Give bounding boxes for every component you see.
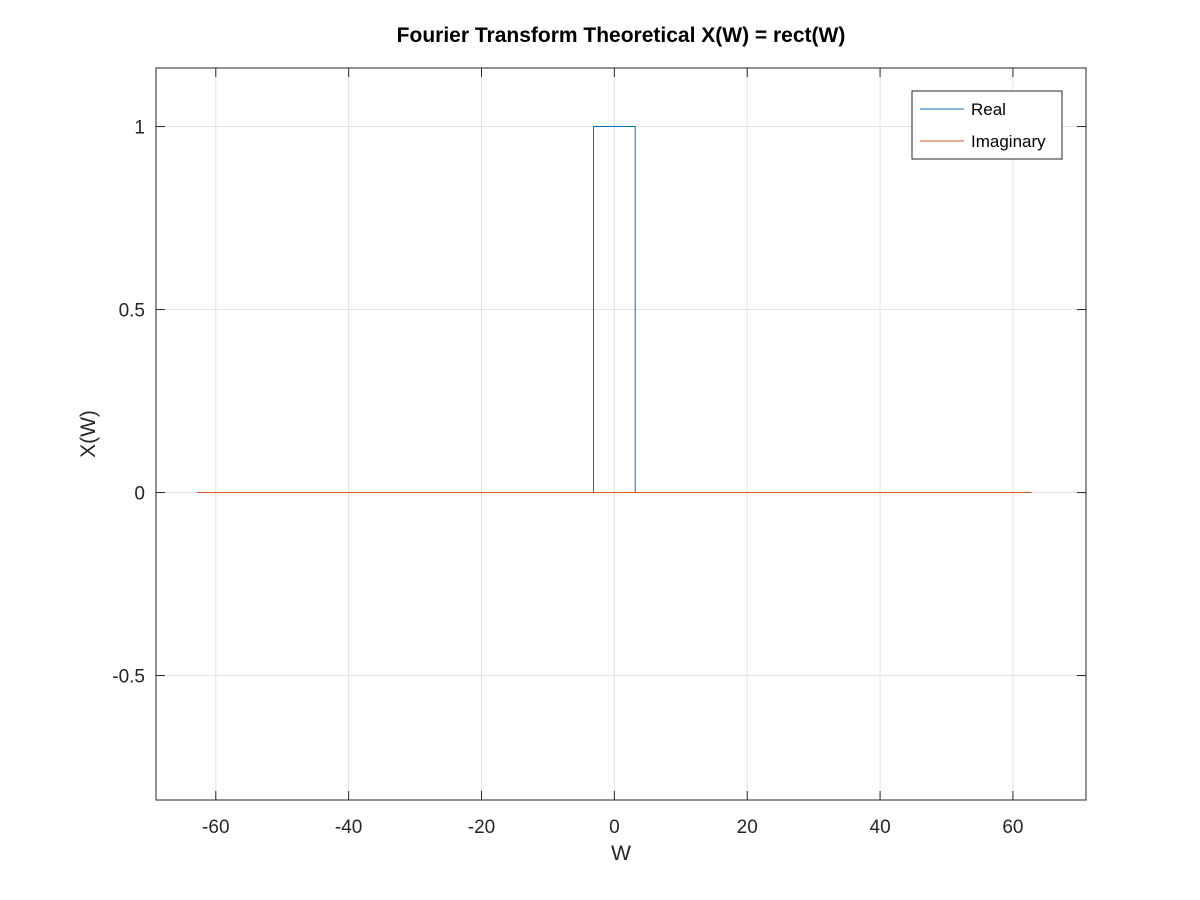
x-axis-label: W — [611, 842, 631, 865]
legend-label: Imaginary — [971, 132, 1046, 151]
y-axis-label: X(W) — [77, 410, 100, 458]
x-tick-label: 60 — [1002, 817, 1023, 838]
ticks: -60 -40 -20 0 20 40 60 -0.5 0 0.5 1 — [112, 68, 1086, 838]
legend-box — [911, 90, 1063, 160]
plot-series — [197, 126, 1032, 494]
x-tick-label: 40 — [870, 817, 891, 838]
legend-label: Real — [971, 100, 1006, 119]
y-tick-label: 0.5 — [119, 301, 145, 322]
plot-frame — [155, 67, 1087, 801]
x-tick-label: 0 — [609, 817, 620, 838]
y-tick-label: 0 — [134, 484, 145, 505]
x-tick-label: -60 — [202, 817, 229, 838]
y-tick-label: 1 — [134, 118, 145, 139]
legend: Real Imaginary — [911, 90, 1063, 160]
x-tick-label: -40 — [335, 817, 362, 838]
grid — [156, 68, 1086, 800]
y-tick-label: -0.5 — [112, 667, 145, 688]
chart-title: Fourier Transform Theoretical X(W) = rec… — [397, 24, 846, 47]
x-tick-label: -20 — [468, 817, 495, 838]
x-tick-label: 20 — [737, 817, 758, 838]
